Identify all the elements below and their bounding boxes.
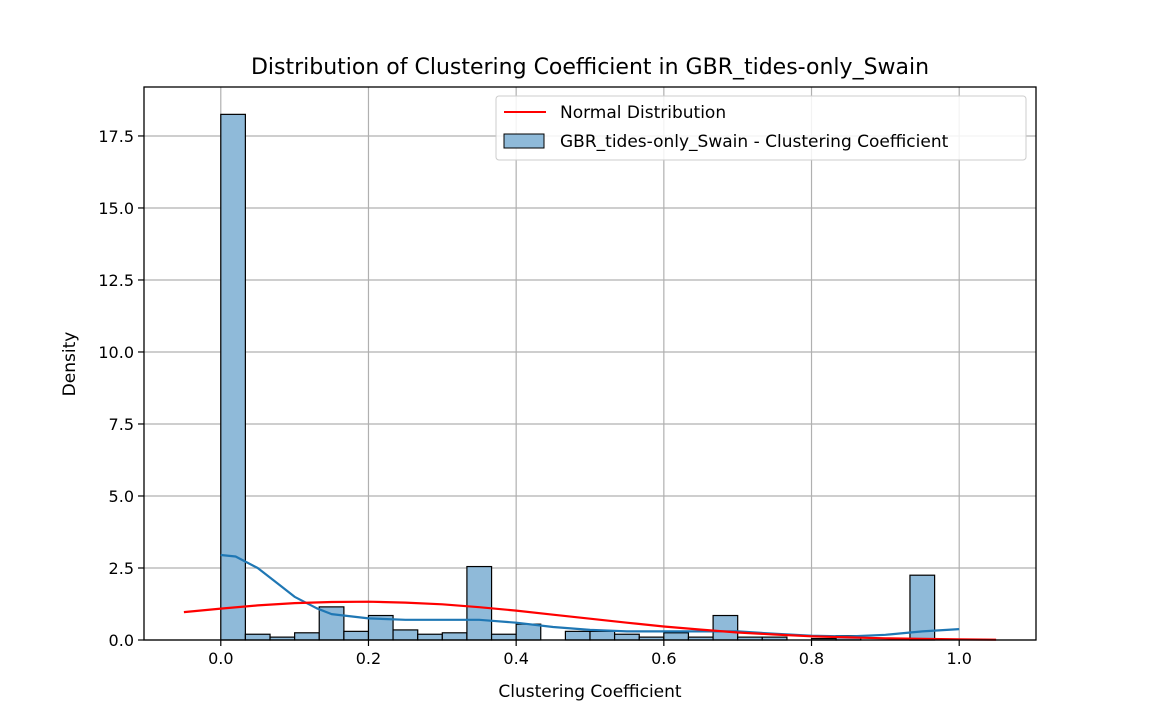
normal-distribution-curve (183, 600, 997, 641)
legend-histogram-swatch (503, 133, 545, 149)
histogram-bar-28 (909, 574, 936, 641)
x-tick-label-0: 0.0 (208, 649, 233, 668)
x-axis-label: Clustering Coefficient (498, 682, 681, 702)
histogram-bar-20 (712, 614, 739, 641)
x-axis-ticks: 0.0 0.2 0.4 0.6 0.8 1.0 (208, 640, 972, 668)
x-tick-label-1: 0.2 (356, 649, 381, 668)
legend-label-histogram: GBR_tides-only_Swain - Clustering Coeffi… (560, 132, 949, 152)
x-tick-label-3: 0.6 (651, 649, 676, 668)
legend: Normal Distribution GBR_tides-only_Swain… (495, 95, 1027, 161)
histogram-bar-10 (466, 565, 493, 641)
y-axis-label: Density (60, 332, 80, 397)
x-tick-label-5: 1.0 (946, 649, 971, 668)
y-tick-label-2: 5.0 (109, 487, 134, 506)
histogram-bar-1 (244, 633, 271, 641)
y-tick-label-3: 7.5 (109, 415, 134, 434)
histogram-bar-12 (515, 623, 542, 641)
histogram-bar-11 (490, 633, 517, 641)
y-tick-label-5: 12.5 (98, 271, 134, 290)
x-tick-label-2: 0.4 (503, 649, 528, 668)
x-tick-label-4: 0.8 (799, 649, 824, 668)
histogram-bar-9 (441, 632, 468, 641)
histogram-bar-8 (417, 633, 443, 641)
chart-title: Distribution of Clustering Coefficient i… (251, 55, 929, 80)
histogram-bar-15 (589, 630, 616, 641)
legend-label-normal: Normal Distribution (560, 103, 726, 123)
histogram-bar-7 (392, 629, 419, 641)
y-tick-label-0: 0.0 (109, 631, 134, 650)
y-axis-ticks: 0.0 2.5 5.0 7.5 10.0 12.5 15.0 17.5 (98, 127, 144, 650)
y-tick-label-6: 15.0 (98, 199, 134, 218)
y-tick-label-1: 2.5 (109, 559, 134, 578)
y-tick-label-4: 10.0 (98, 343, 134, 362)
histogram-bar-5 (343, 630, 370, 641)
y-tick-label-7: 17.5 (98, 127, 134, 146)
curve-lines (183, 553, 997, 641)
plot-area-frame (143, 86, 1037, 641)
legend-box (495, 95, 1027, 161)
histogram-bar-0 (220, 113, 246, 641)
histogram-bar-14 (564, 630, 591, 641)
histogram-bar-18 (663, 632, 690, 641)
histogram-bar-3 (294, 632, 320, 641)
histogram-bar-16 (613, 633, 640, 641)
